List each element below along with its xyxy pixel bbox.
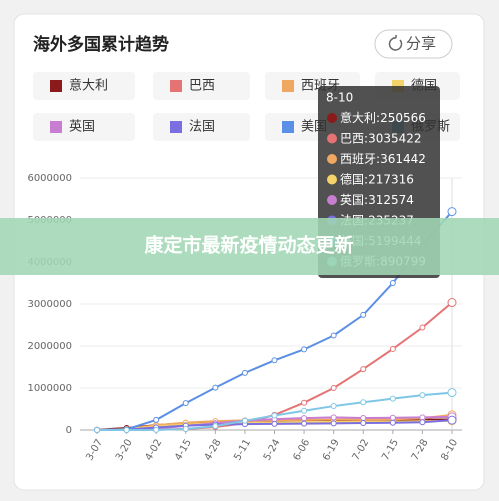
point	[301, 407, 308, 414]
point	[271, 420, 278, 427]
tooltip-name: 意大利	[340, 110, 376, 125]
point	[447, 298, 457, 308]
tooltip-title: 8-10	[326, 91, 353, 105]
tooltip-swatch	[327, 174, 337, 185]
point	[419, 419, 426, 426]
point	[301, 399, 308, 406]
y-tick-label: 2000000	[27, 341, 72, 352]
point	[447, 207, 457, 217]
legend-box[interactable]	[33, 113, 135, 141]
point	[389, 414, 396, 421]
point	[182, 425, 189, 432]
point	[153, 416, 160, 423]
point	[241, 417, 248, 424]
point	[241, 369, 248, 376]
point	[447, 415, 457, 425]
point	[330, 403, 337, 410]
point	[301, 346, 308, 353]
point	[419, 414, 426, 421]
point	[212, 384, 219, 391]
point	[271, 412, 278, 419]
tooltip-sep: :	[376, 152, 380, 166]
tooltip-sep: :	[364, 131, 368, 145]
tooltip-value: 361442	[380, 152, 426, 166]
legend-label[interactable]: 巴西	[189, 79, 215, 94]
point	[360, 399, 367, 406]
tooltip-value: 250566	[380, 111, 426, 125]
legend-swatch[interactable]	[282, 80, 294, 92]
point	[360, 415, 367, 422]
legend-item[interactable]: 英国	[33, 113, 135, 141]
y-tick-label: 6000000	[27, 173, 72, 184]
point	[330, 332, 337, 339]
point	[360, 311, 367, 318]
legend-item[interactable]: 意大利	[33, 72, 135, 100]
share-button[interactable]: 分享	[374, 29, 453, 59]
banner	[0, 218, 499, 275]
point	[94, 426, 100, 433]
point	[389, 419, 396, 426]
point	[301, 415, 308, 422]
point	[419, 392, 426, 399]
legend-box[interactable]	[153, 72, 250, 100]
share-label[interactable]: 分享	[406, 35, 436, 53]
tooltip-swatch	[327, 113, 337, 123]
legend-box[interactable]	[33, 72, 135, 100]
tooltip-name: 巴西	[340, 131, 364, 145]
y-tick-label: 3000000	[27, 299, 72, 310]
y-tick-label: 1000000	[27, 383, 72, 394]
legend-box[interactable]	[153, 113, 250, 141]
tooltip-name: 英国	[340, 193, 364, 207]
legend-swatch[interactable]	[170, 80, 182, 92]
point	[123, 426, 130, 433]
tooltip-sep: :	[364, 193, 368, 207]
point	[447, 388, 457, 398]
tooltip-value: 217316	[368, 172, 414, 186]
legend-label[interactable]: 法国	[189, 120, 215, 135]
point	[419, 324, 426, 331]
point	[360, 366, 367, 373]
tooltip-entry: 德国:217316	[340, 171, 414, 186]
tooltip-swatch	[327, 195, 337, 205]
point	[389, 345, 396, 352]
point	[153, 426, 160, 433]
tooltip-entry: 巴西:3035422	[340, 131, 422, 145]
chart-title: 海外多国累计趋势	[33, 34, 169, 55]
tooltip-entry: 英国:312574	[340, 193, 414, 207]
tooltip-value: 3035422	[368, 131, 421, 145]
legend-swatch[interactable]	[50, 80, 62, 92]
legend-swatch[interactable]	[282, 121, 294, 133]
tooltip-entry: 西班牙:361442	[340, 152, 426, 166]
tooltip-swatch	[327, 154, 337, 164]
point	[301, 420, 308, 427]
point	[330, 385, 337, 391]
tooltip-name: 西班牙	[340, 152, 376, 166]
tooltip-value: 312574	[368, 193, 414, 207]
legend-swatch[interactable]	[50, 121, 62, 133]
tooltip-sep: :	[364, 172, 368, 186]
point	[330, 414, 337, 421]
point	[360, 420, 367, 427]
legend-label[interactable]: 英国	[69, 120, 95, 135]
point	[212, 423, 219, 430]
tooltip-swatch	[327, 133, 337, 144]
point	[182, 400, 189, 407]
tooltip-name: 德国	[340, 171, 364, 186]
tooltip-entry: 意大利:250566	[340, 110, 426, 125]
point	[389, 280, 396, 286]
legend-item[interactable]: 巴西	[153, 72, 250, 100]
legend-label[interactable]: 意大利	[69, 78, 108, 94]
point	[389, 395, 396, 402]
tooltip-sep: :	[376, 111, 380, 125]
legend-item[interactable]: 法国	[153, 113, 250, 141]
banner-text: 康定市最新疫情动态更新	[144, 234, 353, 257]
y-tick-label: 0	[66, 425, 72, 436]
legend-swatch[interactable]	[170, 121, 182, 133]
point	[271, 357, 278, 364]
point	[330, 420, 337, 427]
